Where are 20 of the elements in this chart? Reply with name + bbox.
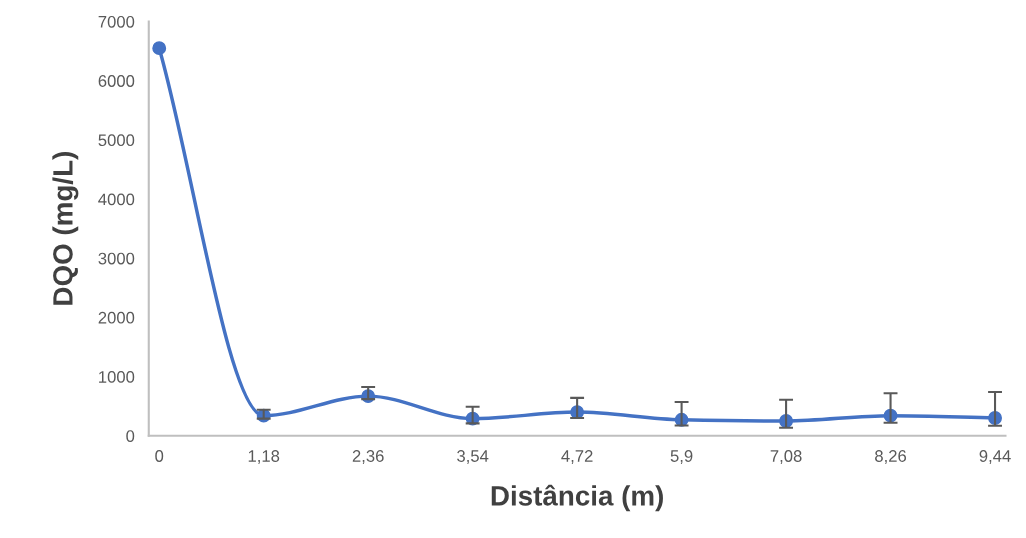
y-tick-label: 6000	[98, 75, 135, 87]
y-tick-label: 3000	[98, 252, 135, 265]
x-tick-label: 9,44	[979, 450, 1011, 464]
y-axis-title: DQO (mg/L)	[52, 152, 79, 305]
x-tick-label: 5,9	[670, 450, 693, 464]
y-tick-label: 5000	[98, 134, 135, 147]
point	[152, 41, 167, 56]
x-tick-label: 8,26	[875, 450, 907, 464]
x-tick-label: 2,36	[352, 450, 384, 464]
y-tick-label: 1000	[99, 371, 135, 383]
x-tick-label: 4,72	[561, 450, 593, 464]
x-tick-label: 3,54	[457, 450, 489, 464]
x-tick-label: 1,18	[248, 450, 280, 464]
x-tick-label: 7,08	[770, 450, 802, 464]
y-tick-label: 2000	[98, 311, 135, 324]
y-tick-label: 4000	[98, 193, 135, 206]
x-tick-label: 0	[155, 450, 164, 462]
y-tick-label: 7000	[98, 15, 135, 28]
y-tick-label: 0	[126, 430, 135, 442]
x-axis-title: Distância (m)	[491, 484, 663, 512]
